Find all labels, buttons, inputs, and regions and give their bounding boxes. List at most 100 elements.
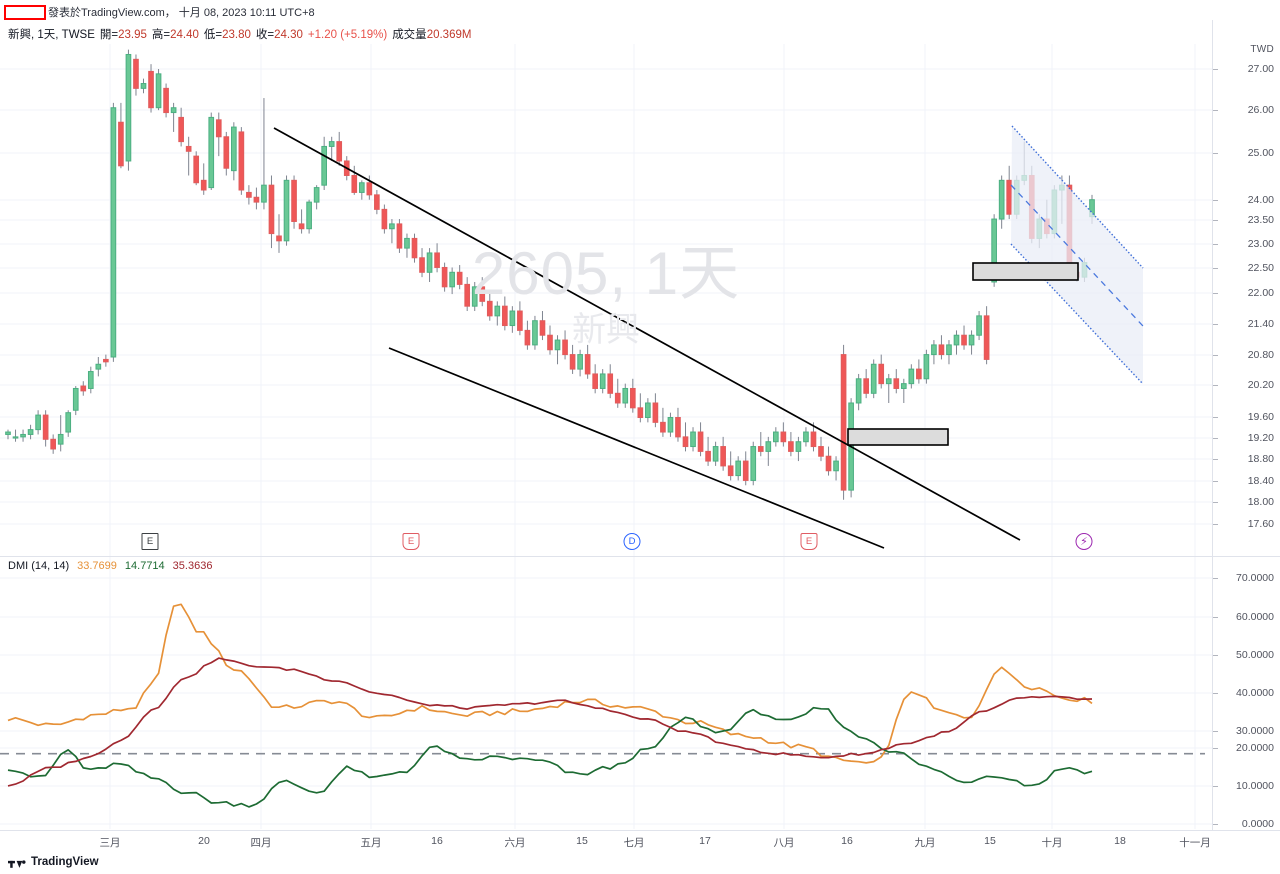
candle-body (163, 87, 169, 114)
candle-body (908, 368, 915, 385)
axis-tick (1213, 824, 1218, 825)
axis-tick (1213, 268, 1218, 269)
change-value: +1.20 (+5.19%) (307, 29, 388, 41)
dmi-adx-line (7, 603, 1093, 764)
dmi-axis-label: 60.0000 (1236, 611, 1274, 623)
candle-body (592, 373, 599, 389)
price-scale[interactable]: TWD 27.00 26.00 25.00 24.00 23.50 23.00 22.50 2… (1212, 20, 1280, 830)
price-axis-label: 18.40 (1247, 475, 1274, 487)
candle-body (261, 184, 267, 203)
candle-body (426, 252, 433, 273)
time-axis-label: 十月 (1041, 837, 1063, 849)
price-chart-panel[interactable]: 2605, 1天 新興 (0, 44, 1212, 556)
blue-parallel-channel[interactable] (1010, 125, 1144, 385)
candle-body (562, 339, 568, 356)
candle-body (983, 315, 990, 360)
candle-body (351, 174, 358, 193)
candle-body (622, 387, 629, 404)
candle-body (772, 431, 779, 443)
candle-body (381, 208, 388, 230)
axis-tick (1213, 110, 1218, 111)
time-axis-label: 七月 (623, 837, 645, 849)
time-axis-label: 15 (984, 835, 996, 847)
candle-body (614, 392, 621, 404)
tradingview-footer: TradingView (8, 853, 99, 871)
redacted-username-box (4, 4, 46, 20)
publication-separator: ， (164, 7, 176, 19)
candle-body (396, 223, 403, 249)
channel-upper-line[interactable] (1011, 125, 1144, 269)
candle-body (268, 184, 275, 235)
dmi-legend[interactable]: DMI (14, 14) 33.7699 14.7714 35.3636 (8, 560, 212, 572)
volume-group: 成交量20.369M (392, 29, 472, 41)
candle-body (697, 431, 704, 452)
candle-body (803, 431, 809, 443)
price-axis-label: 24.00 (1247, 194, 1274, 206)
candle-body (532, 320, 538, 346)
candle-body (441, 266, 448, 288)
symbol-label[interactable]: 新興, 1天, TWSE (8, 29, 95, 41)
price-axis-label: 20.20 (1247, 379, 1274, 391)
candle-body (833, 460, 839, 472)
candle-body (584, 354, 591, 375)
candle-body (765, 441, 772, 452)
dmi-axis-label: 40.0000 (1236, 687, 1274, 699)
price-axis-label: 25.00 (1247, 147, 1274, 159)
price-axis-label: 21.40 (1247, 318, 1274, 330)
time-axis-label: 16 (841, 835, 853, 847)
axis-tick (1213, 293, 1218, 294)
time-scale[interactable]: 三月 20 四月 五月 16 六月 15 七月 17 八月 16 九月 15 十月 18 十一月 (0, 830, 1280, 852)
event-marker-split-1[interactable]: ⚡ (1075, 533, 1093, 550)
black-trend-channel[interactable] (273, 127, 1021, 549)
event-marker-earnings-3[interactable]: E (800, 533, 818, 550)
dmi-axis-label: 10.0000 (1236, 780, 1274, 792)
time-axis-label: 15 (576, 835, 588, 847)
candle-body (757, 446, 764, 452)
candle-body (358, 182, 365, 193)
currency-badge: TWD (1250, 44, 1274, 55)
candle-body (411, 237, 418, 259)
candle-body (87, 371, 94, 389)
candle-body (95, 363, 102, 370)
candle-body (35, 414, 41, 431)
candle-body (246, 191, 252, 198)
candle-body (103, 358, 109, 363)
axis-tick (1213, 438, 1218, 439)
candle-body (193, 155, 200, 184)
event-marker-dividend-1[interactable]: D (623, 533, 641, 550)
event-marker-earnings-1[interactable]: E (141, 533, 159, 550)
axis-tick (1213, 617, 1218, 618)
time-axis-label: 九月 (914, 837, 936, 849)
dmi-indicator-panel[interactable] (0, 557, 1212, 829)
candle-body (170, 107, 177, 114)
candle-body (374, 194, 380, 210)
candle-body (456, 271, 463, 285)
channel-upper-line[interactable] (273, 127, 1021, 541)
axis-tick (1213, 502, 1218, 503)
low-label: 低=23.80 (203, 29, 251, 41)
dmi-title: DMI (14, 14) (8, 560, 70, 572)
event-marker-earnings-2[interactable]: E (402, 533, 420, 550)
dmi-axis-label: 0.0000 (1241, 818, 1274, 830)
candle-body (825, 455, 832, 472)
price-range-box[interactable] (847, 428, 949, 446)
price-range-box[interactable] (972, 262, 1079, 281)
candle-body (893, 378, 900, 389)
dmi-di-plus-value: 14.7714 (124, 560, 165, 572)
candle-body (200, 179, 207, 191)
candle-body (155, 73, 162, 109)
candle-body (449, 271, 455, 288)
candle-body (637, 407, 644, 419)
publication-timestamp: 十月 08, 2023 10:11 UTC+8 (178, 7, 315, 19)
close-value: 24.30 (274, 29, 303, 41)
candle-body (65, 412, 72, 433)
time-axis-label: 五月 (360, 837, 382, 849)
candle-body (404, 237, 410, 249)
candle-body (486, 300, 493, 317)
dmi-axis-label: 30.0000 (1236, 725, 1274, 737)
axis-tick (1213, 578, 1218, 579)
candle-body (750, 446, 757, 481)
channel-lower-line[interactable] (388, 347, 885, 549)
price-series-svg (0, 44, 1212, 556)
